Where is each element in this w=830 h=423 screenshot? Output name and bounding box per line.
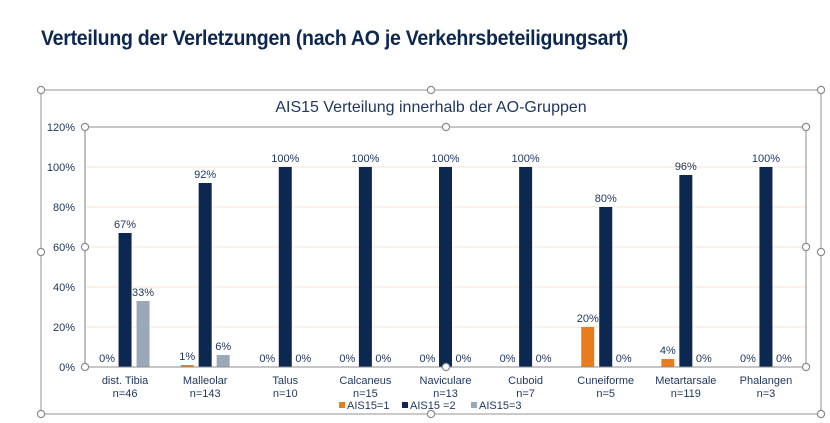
legend-item[interactable]: AIS15=1 — [347, 400, 390, 412]
resize-handle[interactable] — [801, 122, 811, 132]
data-label: 100% — [512, 153, 540, 165]
data-label: 96% — [675, 161, 697, 173]
x-tick-n-label: n=3 — [757, 388, 776, 400]
resize-handle[interactable] — [816, 409, 826, 419]
x-tick-label: Calcaneus — [339, 375, 391, 387]
legend-item[interactable]: AIS15 =2 — [410, 400, 456, 412]
chart-title[interactable]: AIS15 Verteilung innerhalb der AO-Gruppe… — [275, 99, 586, 116]
x-tick-label: Cuboid — [508, 375, 543, 387]
data-label: 0% — [375, 353, 391, 365]
resize-handle[interactable] — [441, 122, 451, 132]
resize-handle[interactable] — [441, 362, 451, 372]
resize-handle[interactable] — [816, 247, 826, 257]
bar-2[interactable] — [118, 233, 132, 367]
legend-swatch — [339, 402, 345, 408]
resize-handle[interactable] — [816, 85, 826, 95]
resize-handle[interactable] — [80, 362, 90, 372]
data-label: 20% — [577, 313, 599, 325]
bar-2[interactable] — [198, 183, 212, 367]
x-tick-n-label: n=46 — [113, 388, 138, 400]
data-label: 0% — [616, 353, 632, 365]
resize-handle[interactable] — [36, 85, 46, 95]
data-label: 33% — [132, 287, 154, 299]
legend-item[interactable]: AIS15=3 — [479, 400, 522, 412]
x-tick-label: Malleolar — [183, 375, 228, 387]
legend: AIS15=1 AIS15 =2 AIS15=3 — [339, 400, 522, 412]
data-label: 0% — [536, 353, 552, 365]
page-title: Verteilung der Verletzungen (nach AO je … — [41, 27, 629, 50]
bar-2[interactable] — [358, 167, 372, 367]
chart-frame[interactable] — [40, 89, 822, 415]
y-tick-label: 60% — [53, 242, 75, 254]
data-label: 100% — [752, 153, 780, 165]
data-label: 0% — [740, 353, 756, 365]
y-tick-label: 120% — [47, 122, 75, 134]
x-tick-label: Cuneiforme — [577, 375, 634, 387]
data-label: 100% — [271, 153, 299, 165]
resize-handle[interactable] — [36, 247, 46, 257]
bar-1[interactable] — [661, 359, 675, 367]
data-label: 4% — [660, 345, 676, 357]
resize-handle[interactable] — [80, 122, 90, 132]
x-tick-n-label: n=15 — [353, 388, 378, 400]
data-label: 1% — [179, 351, 195, 363]
selection-handles — [36, 85, 826, 419]
x-tick-n-label: n=7 — [516, 388, 535, 400]
bar-1[interactable] — [581, 327, 595, 367]
resize-handle[interactable] — [801, 242, 811, 252]
bar-2[interactable] — [679, 175, 693, 367]
bar-1[interactable] — [180, 365, 194, 367]
bar-2[interactable] — [439, 167, 452, 367]
resize-handle[interactable] — [80, 242, 90, 252]
x-tick-label: Metartarsale — [655, 375, 716, 387]
data-label: 0% — [420, 353, 436, 365]
data-label: 0% — [696, 353, 712, 365]
y-tick-label: 100% — [47, 162, 75, 174]
bar-2[interactable] — [519, 167, 533, 367]
bars — [118, 167, 773, 367]
data-label: 100% — [431, 153, 459, 165]
data-label: 0% — [339, 353, 355, 365]
x-tick-label: Talus — [272, 375, 298, 387]
resize-handle[interactable] — [426, 85, 436, 95]
resize-handle[interactable] — [801, 362, 811, 372]
x-tick-n-label: n=119 — [671, 388, 701, 400]
y-axis-ticks: 0% 20% 40% 60% 80% 100% 120% — [47, 122, 75, 374]
data-label: 100% — [351, 153, 379, 165]
data-label: 67% — [114, 219, 136, 231]
data-label: 0% — [99, 353, 115, 365]
data-label: 92% — [194, 169, 216, 181]
y-tick-label: 20% — [53, 322, 75, 334]
resize-handle[interactable] — [426, 409, 436, 419]
bar-3[interactable] — [136, 301, 150, 367]
x-tick-n-label: n=13 — [433, 388, 458, 400]
bar-3[interactable] — [216, 355, 230, 367]
x-tick-n-label: n=10 — [273, 388, 298, 400]
x-tick-label: dist. Tibia — [102, 375, 149, 387]
bar-2[interactable] — [278, 167, 292, 367]
data-label: 80% — [595, 193, 617, 205]
y-tick-label: 80% — [53, 202, 75, 214]
bar-2[interactable] — [599, 207, 613, 367]
x-tick-label: Phalangen — [740, 375, 793, 387]
data-label: 0% — [776, 353, 792, 365]
data-label: 0% — [259, 353, 275, 365]
x-tick-n-label: n=143 — [190, 388, 221, 400]
x-tick-label: Naviculare — [420, 375, 472, 387]
data-label: 0% — [500, 353, 516, 365]
data-label: 0% — [295, 353, 311, 365]
data-label: 6% — [215, 341, 231, 353]
x-tick-n-label: n=5 — [596, 388, 615, 400]
y-tick-label: 40% — [53, 282, 75, 294]
data-label: 0% — [456, 353, 472, 365]
data-labels: 0% 67% 33% 1% 92% 6% 0% 100% 0% 0% 100% 0% 0% 100% 0% 0… — [99, 153, 792, 365]
resize-handle[interactable] — [36, 409, 46, 419]
bar-2[interactable] — [759, 167, 773, 367]
legend-swatch — [471, 402, 477, 408]
y-tick-label: 0% — [59, 362, 75, 374]
legend-swatch — [402, 402, 408, 408]
